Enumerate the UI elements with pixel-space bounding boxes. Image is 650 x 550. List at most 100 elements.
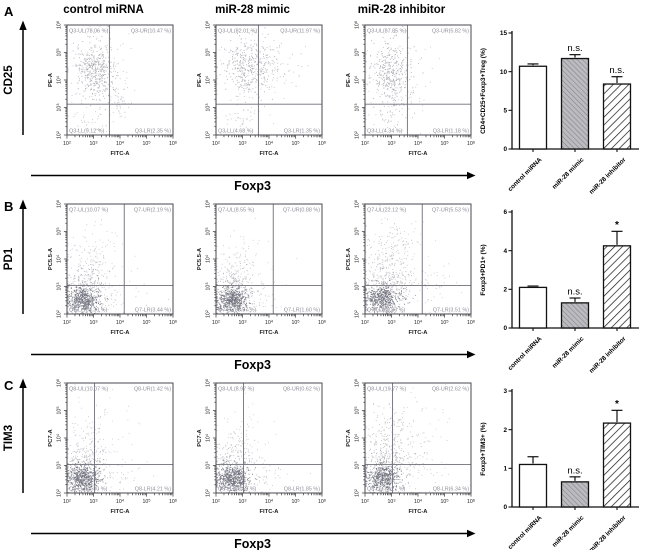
y-tick-label: 103 [205,462,212,470]
x-tick-label: 106 [169,319,177,326]
y-tick-label: 104 [205,434,212,442]
x-tick-label: 105 [441,498,449,505]
flow-x-axis-label: FITC-A [260,330,280,336]
quadrant-label-ur: Q3-UR(10.47 %) [131,29,171,35]
x-tick-label: 105 [292,140,300,147]
flow-y-axis-label: PC5.5-A [197,247,203,270]
y-tick-label: 104 [56,434,63,442]
flow-y-axis-label: PC7-A [346,428,352,446]
x-tick-label: 102 [63,498,71,505]
y-axis-arrowhead [19,378,27,388]
row-left-axis: B PD1 [3,199,27,314]
quadrant-label-ul: Q7-UL(10.07 %) [69,208,108,214]
y-tick-label: 102 [205,310,212,318]
x-tick-label: 102 [63,319,71,326]
scatter-points [67,207,169,315]
flow-y-axis-label: PC7-A [48,428,54,446]
error-bar [611,76,623,84]
flow-plots-row: 102 102 103 103 104 104 105 105 106 106 FITC-A PC7-… [29,377,476,529]
flow-x-axis-label: FITC-A [409,509,429,515]
bar-category-label: miR-28 mimic [551,335,586,370]
error-bar [569,54,581,58]
row-left-axis: C TIM3 [3,378,27,493]
y-tick-label: 102 [354,310,361,318]
y-tick-label: 104 [354,255,361,263]
x-tick-label: 106 [169,140,177,147]
bar-chart: 0 1 2 3 Foxp3+TIM3+ (%) control miRNA n.s. miR-… [480,388,639,550]
quadrant-label-ul: Q7-UL(22.12 %) [367,208,406,214]
y-tick-label: 105 [354,49,361,57]
quadrant-label-lr: Q3-LR(1.18 %) [433,129,469,135]
flow-x-axis-label: FITC-A [409,151,429,157]
bar-category-label: miR-28 inhibitor [588,335,628,374]
significance-label: * [615,399,619,410]
quadrant-label-ur: Q8-UR(1.42 %) [134,387,171,393]
axis-ticks [212,382,323,497]
y-tick-label: 103 [205,283,212,291]
row-x-axis-title: Foxp3 [234,179,271,193]
bar-mimic [560,481,590,508]
quadrant-label-ul: Q7-UL(8.55 %) [218,208,254,214]
y-tick-label: 106 [354,21,361,29]
flow-plot-a-2: miR-28 inhibitor 102 102 103 103 104 104 105 105… [327,3,476,171]
y-tick-label: 103 [354,462,361,470]
axis-ticks [63,24,174,139]
bar-y-tick-label: 1 [503,466,507,473]
quadrant-label-lr: Q8-LR(6.34 %) [433,487,469,493]
flow-x-axis-label: FITC-A [260,509,280,515]
bar-y-tick-label: 4 [503,248,507,255]
y-tick-label: 106 [205,379,212,387]
x-tick-label: 103 [239,319,247,326]
y-tick-label: 104 [56,255,63,263]
y-tick-label: 105 [205,407,212,415]
y-tick-label: 106 [56,200,63,208]
y-tick-label: 106 [205,200,212,208]
quadrant-label-lr: Q3-LR(1.35 %) [284,129,320,135]
bar-y-tick-label: 0 [503,146,507,153]
y-tick-label: 106 [354,200,361,208]
flow-x-axis-label: FITC-A [111,509,131,515]
y-tick-label: 103 [56,104,63,112]
column-title: control miRNA [63,4,144,16]
quadrant-label-lr: Q7-LR(1.60 %) [284,308,320,314]
y-tick-label: 106 [56,379,63,387]
significance-label: n.s. [567,465,582,476]
bar-y-tick-label: 5 [503,108,507,115]
x-tick-label: 104 [116,319,124,326]
x-axis-arrow [31,350,476,359]
quadrant-label-ur: Q8-UR(0.62 %) [283,387,320,393]
y-tick-label: 102 [205,489,212,497]
y-tick-label: 106 [205,21,212,29]
y-tick-label: 103 [56,462,63,470]
x-axis-arrow [31,529,476,538]
quadrant-label-ll: Q8-LL(71.27 %) [367,487,406,493]
plot-border [66,24,174,136]
bar-inhibitor [602,422,632,508]
y-tick-label: 104 [205,255,212,263]
y-tick-label: 102 [56,310,63,318]
scatter-points [365,205,463,315]
flow-y-axis-label: PE-A [48,72,54,87]
x-tick-label: 103 [388,319,396,326]
column-title: miR-28 inhibitor [357,4,446,16]
bar-category-label: miR-28 mimic [551,514,586,549]
flow-x-axis-label: FITC-A [260,151,280,157]
scatter-points [365,384,471,494]
bar-chart-panel: 0 5 10 15 CD4+CD25+Foxp3+Treg (%) control miR… [476,19,648,195]
x-tick-label: 105 [441,319,449,326]
flow-y-axis-label: PC7-A [197,428,203,446]
error-bar [611,230,623,245]
axis-ticks [63,382,174,497]
flow-plot-c-0: 102 102 103 103 104 104 105 105 106 106 FITC-A PC7-… [29,377,178,529]
y-tick-label: 104 [56,76,63,84]
x-tick-label: 105 [441,140,449,147]
x-tick-label: 104 [414,140,422,147]
y-tick-label: 106 [56,21,63,29]
plot-border [66,203,174,315]
